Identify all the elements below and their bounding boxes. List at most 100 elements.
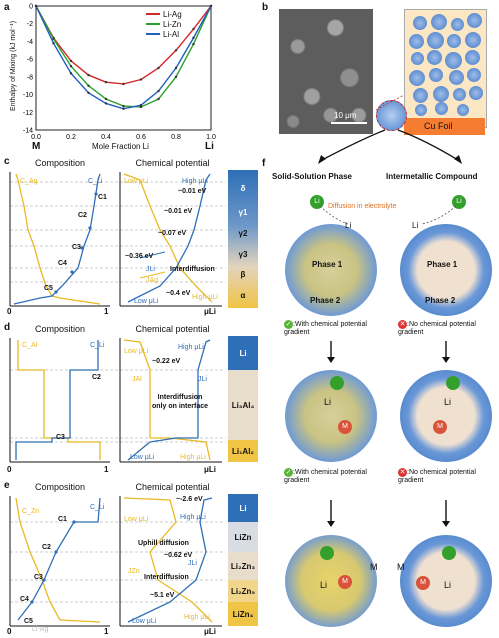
ic-m-3: M: [416, 576, 430, 590]
c-high-mu: High μLi: [182, 178, 208, 185]
d-label-3: C3: [56, 434, 65, 441]
c-low-mu: Low μLi: [124, 178, 149, 185]
d-label-li: C_Li: [90, 342, 105, 349]
li-ion-1: Li: [310, 195, 324, 209]
c-label-2: C2: [78, 212, 87, 219]
ss-m-3: M: [338, 575, 352, 589]
data-point: [34, 4, 38, 8]
d-ev-1: ~0.22 eV: [152, 358, 181, 365]
ss-m-outside: M: [370, 562, 378, 572]
particle: [465, 50, 480, 65]
ic-li-label-3: Li: [444, 580, 452, 590]
f-diffusion-note: Diffusion in electrolyte: [328, 203, 397, 210]
e-label-li: C_Li: [90, 504, 105, 511]
d-interdiffusion: Interdiffusion: [157, 394, 203, 401]
y-tick-label: -2: [27, 21, 33, 28]
potential-title-c: Chemical potential: [135, 158, 210, 168]
x-axis-label: Mole Fraction Li: [92, 142, 149, 151]
ss-li-label-2: Li: [324, 397, 332, 407]
phase-column-c: δ γ1 γ2 γ3 β α: [228, 170, 258, 308]
f-dashed-paths: [319, 205, 457, 225]
f-right-title: Intermetallic Compound: [386, 172, 478, 181]
c-low-mu-bottom: Low μLi: [134, 298, 159, 305]
phase-column-d: Li Li₃Al₄ Li₁Al₂: [228, 336, 258, 462]
c-high-mu-bottom: High μLi: [192, 294, 218, 301]
e-label-4: C4: [20, 596, 29, 603]
cu-foil-label: Cu Foil: [424, 121, 453, 131]
data-point: [157, 89, 160, 93]
composition-title-e: Composition: [34, 482, 86, 492]
c-label-1: C1: [98, 194, 107, 201]
particle: [453, 88, 466, 101]
e-label-1: C1: [58, 516, 67, 523]
e-axis-0: 0: [7, 627, 12, 636]
c-axis-mu: μLi: [204, 307, 217, 316]
e-interdiffusion: Interdiffusion: [144, 574, 189, 581]
panel-f-label: f: [262, 158, 266, 169]
particle: [457, 104, 469, 116]
ss-li-3: [320, 546, 334, 560]
c-jag: JAg: [146, 277, 159, 284]
x-tick-label: 0.4: [101, 134, 111, 141]
ic-phase2: Phase 2: [425, 296, 456, 305]
particle: [445, 52, 462, 69]
y-tick-label: 0: [29, 4, 33, 11]
panel-e-plots: [9, 496, 226, 627]
phase-beta: β: [240, 269, 246, 279]
c-ev-1: ~0.01 eV: [178, 188, 207, 195]
ic-no-gradient-2: ✕:No chemical potential gradient: [398, 468, 476, 484]
data-point: [69, 72, 73, 75]
data-point: [139, 78, 143, 81]
c-label-5: C5: [44, 285, 53, 292]
panel-c-label: c: [4, 156, 10, 167]
data-point: [104, 80, 108, 84]
phase-e-li2zn3: Li₂Zn₃: [228, 552, 258, 580]
phase-alpha: α: [240, 290, 246, 300]
d-axis-0: 0: [7, 465, 12, 474]
scalebar-text: 10 μm: [334, 111, 357, 120]
particle: [427, 32, 444, 49]
y-tick-label: -6: [27, 57, 33, 64]
panel-e-label: e: [4, 480, 10, 491]
e-label-3: C3: [34, 574, 43, 581]
data-point: [209, 4, 213, 8]
d-jli: JLi: [198, 376, 207, 383]
data-point: [87, 91, 90, 95]
data-point: [139, 104, 143, 107]
phase-gamma3: γ3: [238, 249, 248, 259]
e-ev-3: ~5.1 eV: [150, 592, 175, 599]
ss-m-2: M: [338, 420, 352, 434]
d-low-mu: Low μLi: [124, 348, 149, 355]
li-surface-2: Li: [412, 221, 419, 230]
c-axis-0: 0: [7, 307, 12, 316]
ss-with-gradient-1: ✓:With chemical potential gradient: [284, 320, 367, 336]
ss-li-label-3: Li: [320, 580, 328, 590]
c-ev-2: ~0.01 eV: [164, 208, 193, 215]
particle: [435, 102, 448, 115]
ss-li-2: [330, 376, 344, 390]
ic-li-label-2: Li: [444, 397, 452, 407]
x-left-end: M: [32, 141, 41, 152]
phase-lial2: Li₁Al₂: [228, 440, 258, 462]
d-label-al: C_Al: [22, 342, 38, 349]
y-tick-label: -4: [27, 39, 33, 46]
d-high-mu: High μLi: [178, 344, 204, 351]
data-point: [174, 66, 178, 70]
zoom-particle: [376, 100, 407, 131]
e-label-2: C2: [42, 544, 51, 551]
zoom-lines: [318, 94, 462, 164]
panel-a-label: a: [4, 2, 10, 13]
particle: [427, 50, 442, 65]
data-point: [192, 36, 195, 40]
particle: [411, 52, 424, 65]
e-high-mu: High μLi: [180, 514, 206, 521]
li-ion-2: Li: [452, 195, 466, 209]
particle: [449, 70, 464, 85]
particle: [451, 18, 464, 31]
c-label-3: C3: [72, 244, 81, 251]
composition-title-d: Composition: [34, 324, 86, 334]
x-tick-label: 0.0: [31, 134, 41, 141]
x-right-end: Li: [205, 141, 214, 152]
e-jli: JLi: [188, 560, 197, 567]
legend-zn: Li-Zn: [163, 19, 182, 29]
